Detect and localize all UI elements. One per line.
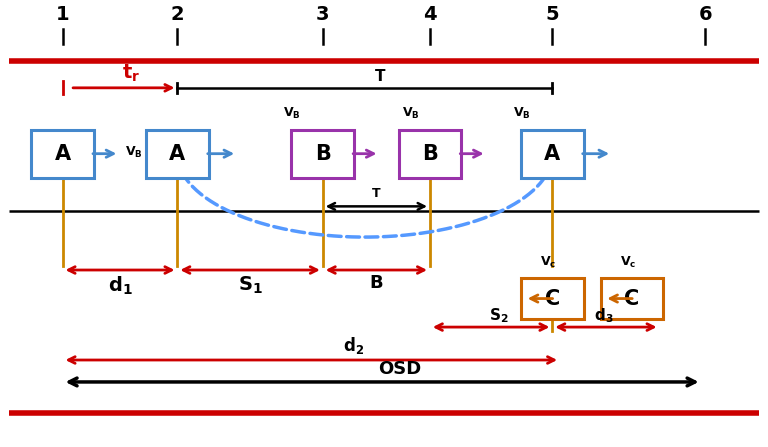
Text: $\mathbf{V_B}$: $\mathbf{V_B}$ bbox=[402, 105, 419, 121]
Text: $\mathbf{V_B}$: $\mathbf{V_B}$ bbox=[513, 105, 531, 121]
Text: T: T bbox=[375, 69, 386, 84]
Text: T: T bbox=[372, 187, 381, 200]
FancyBboxPatch shape bbox=[146, 130, 209, 178]
Text: $\mathbf{V_B}$: $\mathbf{V_B}$ bbox=[125, 145, 143, 160]
Text: OSD: OSD bbox=[378, 360, 421, 379]
Text: $\mathbf{S_1}$: $\mathbf{S_1}$ bbox=[237, 274, 263, 296]
FancyBboxPatch shape bbox=[291, 130, 354, 178]
Text: A: A bbox=[169, 143, 185, 164]
Text: B: B bbox=[315, 143, 331, 164]
FancyBboxPatch shape bbox=[601, 278, 664, 320]
FancyBboxPatch shape bbox=[521, 278, 584, 320]
Text: 5: 5 bbox=[545, 5, 559, 24]
Text: $\mathbf{V_c}$: $\mathbf{V_c}$ bbox=[541, 255, 557, 270]
Text: $\mathbf{V_B}$: $\mathbf{V_B}$ bbox=[283, 105, 301, 121]
Text: $\mathbf{d_1}$: $\mathbf{d_1}$ bbox=[108, 274, 132, 297]
Text: A: A bbox=[55, 143, 71, 164]
Text: A: A bbox=[545, 143, 561, 164]
Text: B: B bbox=[422, 143, 438, 164]
Text: B: B bbox=[369, 274, 383, 292]
Text: 6: 6 bbox=[699, 5, 712, 24]
Text: $\mathbf{d_3}$: $\mathbf{d_3}$ bbox=[594, 306, 614, 325]
FancyBboxPatch shape bbox=[31, 130, 94, 178]
Text: 2: 2 bbox=[170, 5, 184, 24]
FancyBboxPatch shape bbox=[399, 130, 462, 178]
Text: 1: 1 bbox=[56, 5, 69, 24]
Text: $\mathbf{t_r}$: $\mathbf{t_r}$ bbox=[122, 63, 141, 84]
Text: $\mathbf{d_2}$: $\mathbf{d_2}$ bbox=[343, 336, 364, 357]
Text: $\mathbf{S_2}$: $\mathbf{S_2}$ bbox=[489, 306, 508, 325]
Text: 3: 3 bbox=[316, 5, 329, 24]
Text: $\mathbf{V_c}$: $\mathbf{V_c}$ bbox=[620, 255, 637, 270]
FancyBboxPatch shape bbox=[521, 130, 584, 178]
Text: C: C bbox=[545, 289, 560, 308]
Text: 4: 4 bbox=[423, 5, 437, 24]
Text: C: C bbox=[624, 289, 640, 308]
